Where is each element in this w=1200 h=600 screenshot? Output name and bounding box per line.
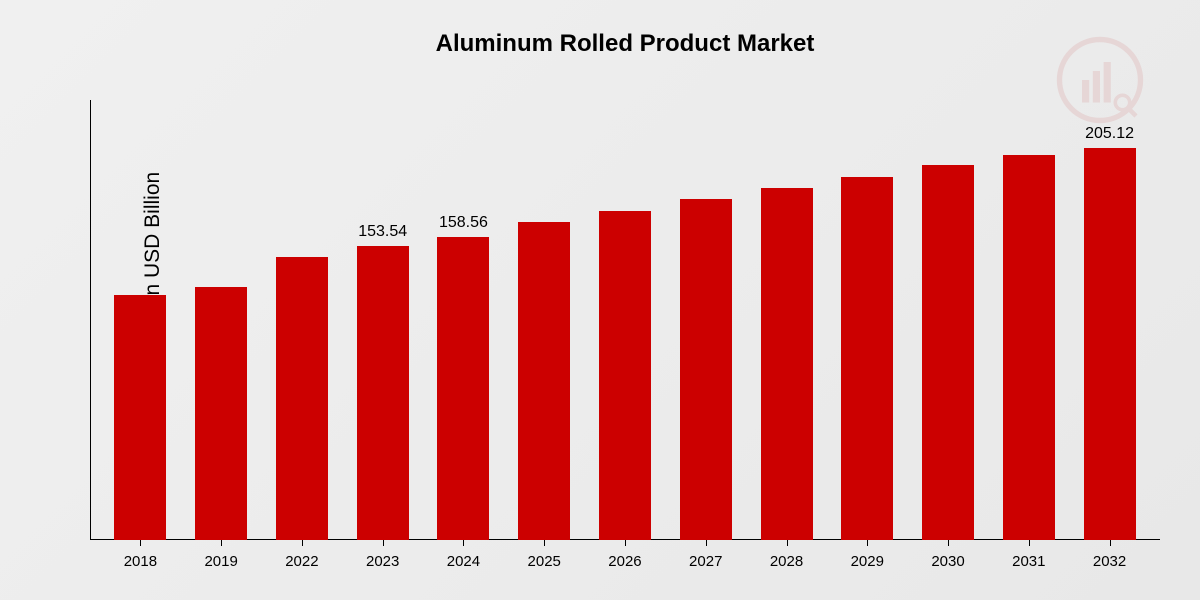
bar <box>195 287 247 540</box>
tick-mark <box>140 540 141 546</box>
tick-mark <box>221 540 222 546</box>
chart-title: Aluminum Rolled Product Market <box>90 30 1160 58</box>
bar-group <box>100 100 181 540</box>
bar <box>922 165 974 540</box>
bar <box>1003 155 1055 540</box>
chart-container: Aluminum Rolled Product Market Market Va… <box>0 0 1200 600</box>
tick-mark <box>867 540 868 546</box>
x-tick-label: 2022 <box>262 553 343 570</box>
bar <box>761 188 813 540</box>
tick-mark <box>625 540 626 546</box>
tick-mark <box>1029 540 1030 546</box>
bar <box>599 211 651 540</box>
tick-mark <box>948 540 949 546</box>
x-tick-label: 2018 <box>100 553 181 570</box>
x-tick-label: 2025 <box>504 553 585 570</box>
x-tick-labels: 2018201920222023202420252026202720282029… <box>90 553 1160 570</box>
bar-group <box>504 100 585 540</box>
x-tick-label: 2026 <box>585 553 666 570</box>
bar-value-label: 158.56 <box>439 214 488 232</box>
bar-group <box>585 100 666 540</box>
bar <box>1084 148 1136 540</box>
bar <box>680 199 732 540</box>
bar-group <box>262 100 343 540</box>
bar <box>518 222 570 540</box>
bars-container: 153.54 158.56 205.12 <box>90 100 1160 540</box>
bar <box>437 237 489 540</box>
bar <box>357 246 409 540</box>
x-tick-label: 2024 <box>423 553 504 570</box>
bar <box>841 177 893 540</box>
x-tick-label: 2019 <box>181 553 262 570</box>
x-tick-label: 2031 <box>988 553 1069 570</box>
x-tick-label: 2030 <box>908 553 989 570</box>
bar-group: 158.56 <box>423 100 504 540</box>
bar-group <box>827 100 908 540</box>
tick-mark <box>302 540 303 546</box>
x-tick-label: 2027 <box>665 553 746 570</box>
tick-mark <box>463 540 464 546</box>
x-tick-label: 2032 <box>1069 553 1150 570</box>
bar-group <box>908 100 989 540</box>
x-tick-label: 2028 <box>746 553 827 570</box>
bar-group: 153.54 <box>342 100 423 540</box>
bar-group: 205.12 <box>1069 100 1150 540</box>
x-tick-label: 2029 <box>827 553 908 570</box>
bar-group <box>988 100 1069 540</box>
bar-value-label: 205.12 <box>1085 125 1134 143</box>
tick-mark <box>383 540 384 546</box>
plot-area: 153.54 158.56 205.12 <box>90 100 1160 540</box>
x-tick-label: 2023 <box>342 553 423 570</box>
bar-group <box>665 100 746 540</box>
bar-group <box>746 100 827 540</box>
tick-mark <box>544 540 545 546</box>
bar <box>276 257 328 540</box>
tick-mark <box>787 540 788 546</box>
bar-value-label: 153.54 <box>358 223 407 241</box>
bar <box>114 295 166 540</box>
tick-mark <box>706 540 707 546</box>
tick-mark <box>1110 540 1111 546</box>
bar-group <box>181 100 262 540</box>
